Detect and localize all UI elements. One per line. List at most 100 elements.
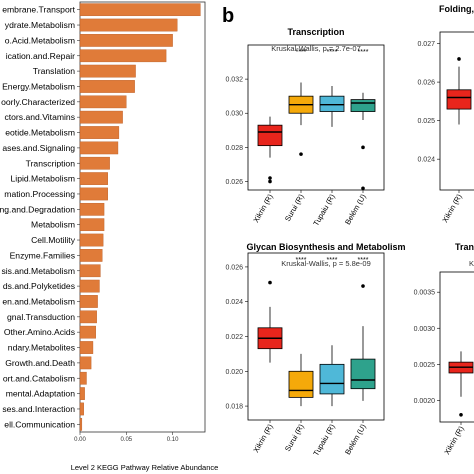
bar-category-label: eotide.Metabolism <box>5 128 75 138</box>
box-y-tick-label: 0.028 <box>225 145 243 152</box>
bar <box>79 80 135 93</box>
bar-category-label: mental.Adaptation <box>6 389 75 399</box>
box-category-label: Tupaiu (R) <box>311 422 337 457</box>
box-iqr <box>350 99 376 112</box>
box-iqr <box>446 89 472 110</box>
bar <box>79 310 97 324</box>
bar-category-label: sis.and.Metabolism <box>1 266 75 276</box>
bar <box>79 49 167 63</box>
box-plot-frame <box>439 271 474 423</box>
box-outlier <box>361 284 365 288</box>
bar-category-label: ctors.and.Vitamins <box>4 112 75 122</box>
bar-category-label: ses.and.Interaction <box>2 404 75 414</box>
box-title: Glycan Biosynthesis and Metabolism <box>246 242 405 252</box>
box-y-tick-label: 0.022 <box>225 334 243 341</box>
box-significance: **** <box>327 257 338 264</box>
box-title: Tran <box>455 242 474 252</box>
box-y-tick-label: 0.026 <box>417 80 435 87</box>
box-outlier <box>459 412 463 417</box>
bar-category-label: ydrate.Metabolism <box>5 20 75 30</box>
bar <box>79 218 105 232</box>
bar <box>79 3 201 17</box>
box-category-label: Surui (R) <box>283 192 306 223</box>
box-y-tick-label: 0.030 <box>225 111 243 118</box>
bar <box>79 95 127 109</box>
box-y-tick-label: 0.018 <box>225 404 243 411</box>
box-subtitle: Kruskal-Wallis, p = 5.8e-09 <box>281 259 371 268</box>
box-y-tick-label: 0.0020 <box>414 398 436 405</box>
bar-category-label: ication.and.Repair <box>6 51 75 61</box>
box-y-tick-label: 0.0025 <box>414 362 436 369</box>
bar <box>79 202 105 216</box>
bar <box>79 356 92 370</box>
box-y-tick-label: 0.032 <box>225 77 243 84</box>
box-plot-frame <box>247 44 385 191</box>
transcription-box-panel: Transcription Kruskal-Wallis, p = 2.7e-07… <box>225 27 385 227</box>
tran-box-panel: Tran K 0.0020 0.0025 0.0030 0.0035 Xikrin (R) <box>414 242 474 456</box>
bar <box>79 279 100 293</box>
box-significance: **** <box>327 49 338 56</box>
box-iqr <box>257 124 283 147</box>
box-iqr <box>288 370 314 398</box>
box-significance: **** <box>358 257 369 264</box>
bar-category-label: Growth.and.Death <box>5 358 75 368</box>
box-outlier <box>268 179 272 184</box>
bar <box>79 249 103 262</box>
bar-category-label: Lipid.Metabolism <box>11 174 75 184</box>
bar-category-label: o.Acid.Metabolism <box>5 35 75 45</box>
bar <box>79 402 84 416</box>
bar <box>79 172 108 185</box>
bar-category-label: Metabolism <box>31 220 75 230</box>
folding-box-panel: Folding, 0.024 0.025 0.026 0.027 Xikrin (R) <box>417 4 474 224</box>
box-significance: **** <box>358 49 369 56</box>
bar-category-label: ases.and.Signaling <box>2 143 75 153</box>
box-y-tick-label: 0.024 <box>225 299 243 306</box>
bar <box>79 233 104 247</box>
bar-x-tick-label: 0.05 <box>120 437 132 443</box>
bar-category-label: mation.Processing <box>4 189 75 199</box>
box-outlier <box>268 280 272 285</box>
box-iqr <box>319 95 345 112</box>
box-subtitle: K <box>469 259 474 268</box>
box-category-label: Xikrin (R) <box>251 422 275 454</box>
box-category-label: Belém (U) <box>343 192 368 226</box>
bar-category-label: ng.and.Degradation <box>0 204 75 214</box>
bar-category-label: ell.Communication <box>4 419 75 429</box>
box-y-tick-label: 0.0035 <box>414 290 436 297</box>
box-y-tick-label: 0.026 <box>225 264 243 271</box>
box-y-tick-label: 0.025 <box>417 118 435 125</box>
box-outlier <box>299 152 303 156</box>
box-subtitle: Kruskal-Wallis, p = 2.7e-07 <box>271 44 361 53</box>
bar <box>79 34 173 47</box>
bar-category-label: ds.and.Polyketides <box>3 281 75 291</box>
bar-category-label: Transcription <box>26 158 76 168</box>
box-significance: **** <box>296 49 307 56</box>
box-category-label: Tupaiu (R) <box>311 192 337 227</box>
box-category-label: Xikrin (R) <box>251 192 275 224</box>
bar <box>79 264 101 278</box>
bar-category-label: Other.Amino.Acids <box>4 327 75 337</box>
bar <box>79 341 94 354</box>
bar-category-label: ndary.Metabolites <box>8 343 75 353</box>
bar-category-label: en.and.Metabolism <box>2 296 75 306</box>
bar-category-label: embrane.Transport <box>2 5 75 15</box>
bar <box>79 325 96 339</box>
bar-category-label: Translation <box>33 66 75 76</box>
box-iqr <box>350 358 376 390</box>
box-plot-frame <box>439 31 474 191</box>
box-significance: **** <box>296 257 307 264</box>
box-iqr <box>319 363 345 395</box>
box-outlier <box>361 186 365 191</box>
box-y-tick-label: 0.020 <box>225 369 243 376</box>
box-outlier <box>457 57 461 61</box>
bar-category-label: gnal.Transduction <box>7 312 75 322</box>
bar <box>79 371 87 385</box>
bar <box>79 126 120 139</box>
bar-category-label: oorly.Characterized <box>1 97 75 107</box>
bar <box>79 187 108 201</box>
box-outlier <box>361 145 365 150</box>
bar <box>79 141 119 155</box>
bar-plot-frame <box>79 1 206 433</box>
bar-x-tick-label: 0.00 <box>74 437 86 443</box>
bar <box>79 295 98 308</box>
